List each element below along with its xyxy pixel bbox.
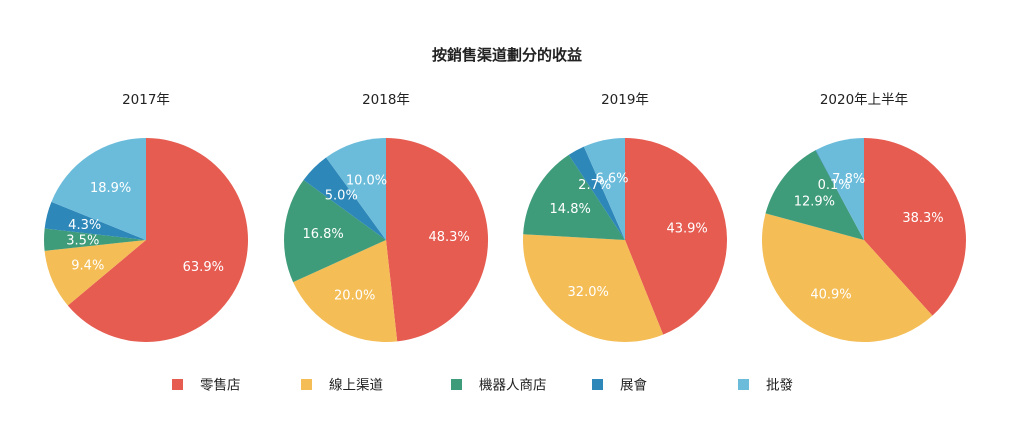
legend-label: 機器人商店 [479, 378, 547, 394]
legend-item: 線上渠道 [301, 378, 383, 394]
slice-label: 6.6% [595, 172, 628, 187]
pie-slice [293, 240, 398, 343]
pie-slice [326, 138, 386, 240]
slice-label: 10.0% [346, 173, 387, 188]
slice-label: 38.3% [902, 211, 943, 226]
legend-swatch [592, 379, 603, 390]
legend-item: 零售店 [172, 378, 241, 394]
legend-label: 批發 [766, 378, 794, 394]
slice-label: 48.3% [428, 230, 469, 245]
legend-item: 展會 [592, 378, 648, 394]
pie-slice [44, 240, 146, 306]
legend-label: 線上渠道 [329, 378, 383, 394]
pie-slice [43, 228, 146, 251]
slice-label: 0.1% [818, 178, 851, 193]
pie-slice [864, 138, 967, 316]
legend-item: 批發 [738, 378, 794, 394]
slice-label: 5.0% [325, 189, 358, 204]
legend-swatch [301, 379, 312, 390]
pie-slice [51, 138, 146, 240]
pie-3: 2019年 43.9% 32.0% 14.8% 2.7%6.6% [522, 92, 727, 343]
slice-label: 18.9% [90, 181, 131, 196]
slice-label: 7.8% [832, 172, 865, 187]
legend-swatch [172, 379, 183, 390]
legend-label: 零售店 [200, 378, 241, 394]
pie-slice [284, 179, 386, 283]
pie-slice [765, 150, 864, 240]
slice-label: 32.0% [568, 285, 609, 300]
pie-slice [44, 201, 146, 240]
slice-label: 4.3% [68, 218, 101, 233]
pie-slice [583, 138, 625, 240]
pie-slice [568, 146, 625, 240]
pie-slice [761, 213, 933, 343]
slice-label: 43.9% [666, 222, 707, 237]
slice-label: 40.9% [810, 287, 851, 302]
pie-title: 2019年 [601, 92, 649, 108]
legend: 零售店 線上渠道 機器人商店 展會 批發 [172, 378, 794, 394]
pie-slice [303, 157, 386, 240]
pies-group: 2017年 63.9% 9.4% 3.5%4.3% 18.9% 2018年 48.3% 20.… [43, 92, 967, 343]
pie-slice [522, 234, 664, 343]
legend-label: 展會 [620, 378, 648, 394]
pie-title: 2020年上半年 [820, 92, 908, 108]
pie-title: 2017年 [122, 92, 170, 108]
legend-swatch [451, 379, 462, 390]
pie-2: 2018年 48.3% 20.0% 16.8% 5.0%10.0% [284, 92, 489, 343]
slice-label: 2.7% [578, 178, 611, 193]
legend-swatch [738, 379, 749, 390]
slice-label: 14.8% [550, 202, 591, 217]
pie-slice [386, 137, 489, 342]
pie-1: 2017年 63.9% 9.4% 3.5%4.3% 18.9% [43, 92, 249, 342]
slice-label: 20.0% [334, 288, 375, 303]
pie-4: 2020年上半年 38.3% 40.9% 12.9%0.1%7.8% [761, 92, 967, 343]
pie-slice [67, 138, 249, 342]
slice-label: 9.4% [71, 258, 104, 273]
slice-label: 3.5% [66, 233, 99, 248]
pie-title: 2018年 [362, 92, 410, 108]
slice-label: 12.9% [794, 194, 835, 209]
legend-item: 機器人商店 [451, 378, 547, 394]
pie-slice [625, 138, 727, 335]
slice-label: 63.9% [183, 260, 224, 275]
pie-slice [815, 138, 864, 240]
chart-title: 按銷售渠道劃分的收益 [432, 46, 582, 64]
pie-slice [523, 154, 625, 240]
slice-label: 16.8% [302, 227, 343, 242]
pie-slice [815, 150, 864, 240]
